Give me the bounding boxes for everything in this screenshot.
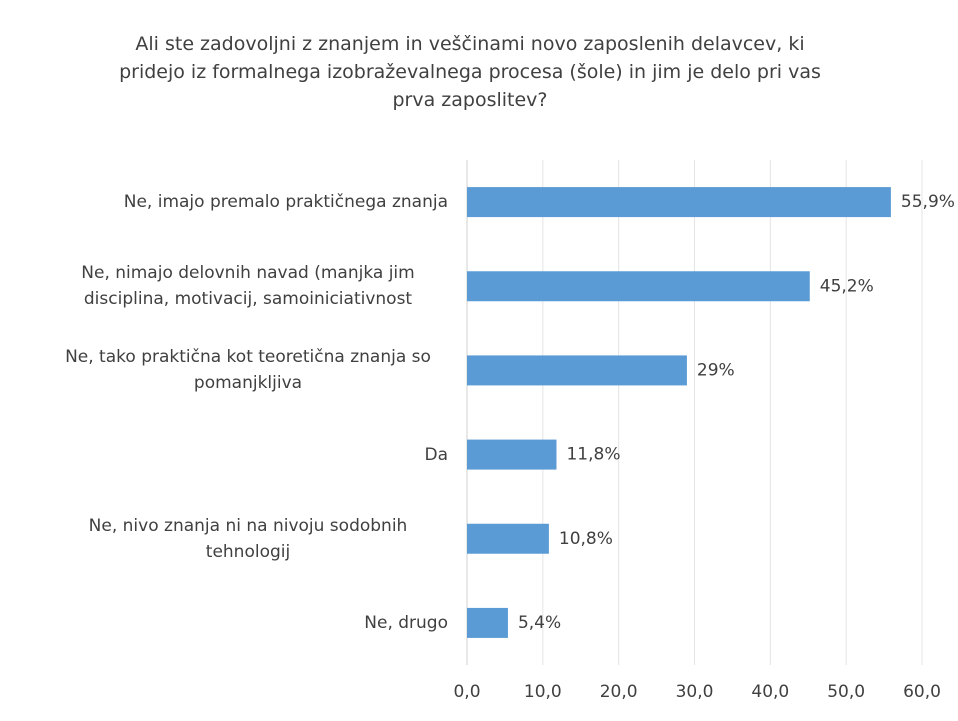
category-label-box: Ne, tako praktična kot teoretična znanja…: [40, 340, 448, 400]
bar: [467, 523, 549, 554]
chart-title: Ali ste zadovoljni z znanjem in veščinam…: [119, 33, 821, 111]
value-label: 10,8%: [559, 529, 613, 549]
x-tick-label: 10,0: [524, 682, 562, 702]
bar: [467, 607, 508, 638]
value-label: 5,4%: [518, 613, 561, 633]
category-label-box: Ne, nivo znanja ni na nivoju sodobnih te…: [40, 509, 448, 569]
category-label-box: Ne, nimajo delovnih navad (manjka jim di…: [40, 256, 448, 316]
y-tick-label: Ne, nivo znanja ni na nivoju sodobnih te…: [88, 515, 408, 562]
x-tick-label: 0,0: [453, 682, 480, 702]
bar: [467, 187, 891, 218]
value-label: 29%: [697, 360, 735, 380]
x-tick-label: 20,0: [600, 682, 638, 702]
category-label-box: Da: [40, 425, 448, 485]
value-label: 11,8%: [566, 445, 620, 465]
category-label-box: Ne, imajo premalo praktičnega znanja: [40, 172, 448, 232]
bar: [467, 271, 810, 302]
y-tick-label: Ne, tako praktična kot teoretična znanja…: [65, 347, 431, 394]
bar: [467, 439, 557, 470]
category-label-box: Ne, drugo: [40, 593, 448, 653]
bar: [467, 355, 687, 386]
y-tick-label: Ne, imajo premalo praktičnega znanja: [123, 192, 448, 213]
y-tick-label: Ne, nimajo delovnih navad (manjka jim di…: [81, 263, 415, 310]
value-label: 45,2%: [820, 276, 874, 296]
y-tick-label: Ne, drugo: [364, 612, 448, 633]
x-tick-label: 60,0: [903, 682, 941, 702]
x-tick-label: 30,0: [676, 682, 714, 702]
value-label: 55,9%: [901, 192, 955, 212]
y-tick-label: Da: [424, 444, 448, 465]
x-tick-label: 40,0: [751, 682, 789, 702]
x-tick-label: 50,0: [827, 682, 865, 702]
